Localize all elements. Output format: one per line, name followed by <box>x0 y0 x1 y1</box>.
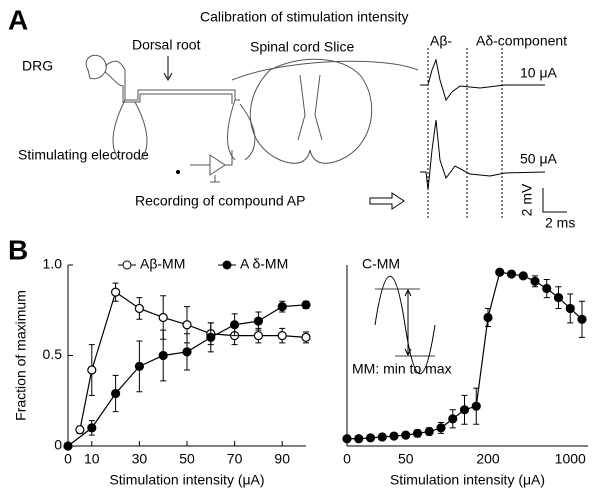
data-point <box>277 302 287 312</box>
arrow <box>163 72 173 82</box>
x-axis-label: Stimulation intensity (μA) <box>109 472 264 488</box>
panel-label: A <box>8 4 28 35</box>
scale-label: 2 ms <box>545 215 575 231</box>
data-point <box>389 431 399 441</box>
data-point <box>206 332 216 342</box>
data-point <box>253 316 263 326</box>
x-tick-label: 0 <box>64 451 72 467</box>
root-label: Dorsal root <box>132 37 201 53</box>
electrode-label: Stimulating electrode <box>18 147 149 163</box>
data-point <box>182 320 192 330</box>
inset <box>374 275 436 375</box>
legend-label: Aβ-MM <box>140 256 185 272</box>
data-point <box>158 312 168 323</box>
data-point <box>63 441 73 451</box>
data-point <box>230 320 240 330</box>
data-point <box>342 434 352 444</box>
data-point <box>518 271 528 281</box>
data-point <box>577 314 587 324</box>
data-point <box>277 330 287 341</box>
data-point <box>483 312 493 323</box>
chart-title: C-MM <box>362 256 400 272</box>
data-point <box>134 303 144 314</box>
abeta-label: Aβ- <box>430 33 452 49</box>
annotation: MM: min to max <box>352 361 452 377</box>
y-tick-label: 1.0 <box>43 256 63 272</box>
x-tick-label: 10 <box>84 451 100 467</box>
x-tick-label: 70 <box>227 451 243 467</box>
scale-label: 2 mV <box>519 183 535 216</box>
x-tick-label: 0 <box>343 451 351 467</box>
legend-marker <box>122 260 132 270</box>
data-point <box>87 365 97 375</box>
data-point <box>553 292 564 303</box>
y-tick-label: 0.5 <box>43 346 63 362</box>
data-point <box>542 283 552 294</box>
trace-label: 50 μA <box>520 151 558 167</box>
data-point <box>412 428 423 438</box>
trace-label: 10 μA <box>520 65 558 81</box>
data-point <box>401 430 411 440</box>
data-point <box>471 401 481 411</box>
x-tick-label: 200 <box>476 451 500 467</box>
data-point <box>301 332 311 342</box>
x-tick-label: 50 <box>179 451 195 467</box>
data-point <box>158 350 168 361</box>
x-tick-label: 90 <box>274 451 290 467</box>
data-point <box>354 434 364 444</box>
x-tick-label: 50 <box>398 451 414 467</box>
data-point <box>75 425 85 435</box>
diagram <box>85 54 419 210</box>
data-point <box>377 432 387 442</box>
x-tick-label: 1000 <box>555 451 586 467</box>
data-point <box>110 388 121 399</box>
data-point <box>459 405 470 415</box>
data-point <box>565 303 575 314</box>
data-point <box>182 347 192 357</box>
data-point <box>506 269 517 279</box>
data-point <box>436 423 446 433</box>
cord-label: Spinal cord Slice <box>250 39 354 55</box>
data-point <box>134 361 144 371</box>
y-tick-label: 0 <box>54 437 62 453</box>
data-point <box>87 423 97 433</box>
electrode-tip <box>176 170 180 174</box>
data-point <box>253 330 263 341</box>
recording-label: Recording of compound AP <box>135 193 305 209</box>
data-point <box>530 276 540 286</box>
data-point <box>110 287 121 297</box>
y-axis-label: Fraction of maximum <box>13 290 29 421</box>
data-point <box>448 414 458 424</box>
data-point <box>365 433 376 443</box>
data-point <box>495 267 505 277</box>
x-tick-label: 30 <box>132 451 148 467</box>
panel-title: Calibration of stimulation intensity <box>200 9 409 25</box>
data-point <box>301 300 311 310</box>
x-axis-label: Stimulation intensity (μA) <box>390 472 545 488</box>
drg-label: DRG <box>22 58 53 74</box>
legend-marker <box>222 260 232 270</box>
trace <box>420 58 567 213</box>
legend-label: A δ-MM <box>240 256 288 272</box>
adelta-label: Aδ-component <box>476 33 567 49</box>
panel-label: B <box>8 234 28 265</box>
data-point <box>424 426 434 437</box>
